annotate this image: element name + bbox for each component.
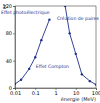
- annotation: Effet photoélectrique: [1, 10, 50, 15]
- series-marker: [64, 6, 66, 7]
- series-line: [15, 20, 49, 84]
- x-tick: 0.1: [32, 88, 40, 96]
- x-tick-label: 100: [92, 90, 100, 96]
- y-tick: 0: [9, 85, 15, 91]
- x-axis: 0.010.1110100: [10, 88, 100, 96]
- y-tick: 80: [6, 30, 15, 36]
- series-marker: [95, 83, 96, 85]
- x-tick-label: 1: [54, 90, 57, 96]
- annotation: Création de paires: [57, 16, 100, 21]
- y-tick-label: 120: [2, 3, 12, 9]
- x-tick-label: 10: [73, 90, 79, 96]
- x-tick-label: 0.1: [32, 90, 40, 96]
- series-marker: [34, 56, 36, 58]
- series-marker: [20, 79, 22, 81]
- y-tick-label: 0: [9, 85, 12, 91]
- y-axis-line: [13, 7, 16, 89]
- y-tick: 40: [6, 58, 15, 64]
- series-marker: [40, 39, 42, 41]
- y-tick-mark: [13, 88, 15, 89]
- series-marker: [81, 73, 83, 75]
- x-tick: 1: [54, 88, 57, 96]
- series-marker: [15, 83, 16, 85]
- y-axis-title: Z: [3, 4, 7, 10]
- y-tick-mark: [13, 61, 15, 62]
- y-tick-label: 80: [6, 30, 12, 36]
- y-axis: 0 40 80 120: [2, 3, 15, 91]
- y-tick-label: 40: [6, 58, 12, 64]
- series-marker: [48, 18, 50, 20]
- chart: 0.010.111010004080120énergie (MeV)ZEffet…: [0, 0, 100, 103]
- x-tick: 10: [73, 88, 79, 96]
- x-tick: 100: [92, 88, 100, 96]
- series-marker: [75, 53, 77, 55]
- y-tick-mark: [13, 6, 15, 7]
- y-tick: 120: [2, 3, 15, 9]
- series-marker: [28, 68, 30, 70]
- x-axis-title: énergie (MeV): [61, 96, 96, 103]
- series-marker: [68, 32, 70, 34]
- y-tick-mark: [13, 33, 15, 34]
- annotation: Effet Compton: [36, 64, 69, 69]
- series-marker: [89, 80, 91, 82]
